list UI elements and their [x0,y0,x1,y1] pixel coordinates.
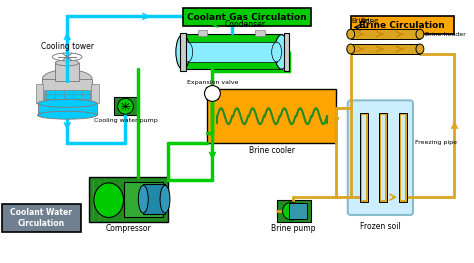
Text: Cooling water pump: Cooling water pump [93,118,157,123]
Bar [2,204,81,232]
Text: Condenser: Condenser [225,20,265,29]
Ellipse shape [274,35,289,69]
Ellipse shape [94,183,124,218]
Ellipse shape [37,111,97,119]
Bar [290,203,307,219]
Bar [183,34,282,69]
Bar [198,30,208,36]
Text: Brine: Brine [361,18,379,24]
Circle shape [283,202,301,220]
Bar [399,113,407,202]
Text: Brine Circulation: Brine Circulation [359,21,445,30]
Bar [401,115,405,200]
Ellipse shape [45,102,90,110]
Text: Expansion valve: Expansion valve [187,80,238,85]
Ellipse shape [160,185,170,213]
Text: Frozen soil: Frozen soil [360,222,401,231]
Bar [351,29,420,39]
Text: Brine pump: Brine pump [271,224,316,233]
Bar [180,33,186,71]
Text: Freezing pipe: Freezing pipe [415,140,457,145]
Text: Brine header: Brine header [425,32,465,37]
Bar [283,33,290,71]
FancyBboxPatch shape [348,100,413,215]
Bar [43,79,92,98]
Bar [37,103,97,115]
Bar [114,97,138,115]
Text: Coolant Gas Circulation: Coolant Gas Circulation [187,13,307,22]
Text: Brine cooler: Brine cooler [249,146,295,155]
Text: Brine: Brine [351,18,370,24]
Bar [351,44,420,54]
Text: Compressor: Compressor [106,224,151,233]
Ellipse shape [52,53,82,61]
Bar [89,178,168,222]
Ellipse shape [176,35,190,69]
Ellipse shape [416,44,424,54]
Bar [360,113,367,202]
Ellipse shape [183,42,192,62]
Bar [255,30,265,36]
Bar [188,42,277,62]
Bar [208,89,336,143]
Ellipse shape [347,29,355,39]
Circle shape [118,98,133,114]
Bar [124,182,163,217]
Bar [379,113,387,202]
Text: Cooling tower: Cooling tower [41,42,94,50]
Bar [91,84,99,103]
Bar [36,84,44,103]
Bar [45,90,90,106]
Ellipse shape [43,70,92,88]
Circle shape [204,85,220,101]
Ellipse shape [347,44,355,54]
Bar [351,16,455,34]
Bar [362,115,365,200]
Ellipse shape [138,185,148,213]
Bar [277,200,311,222]
Bar [143,184,165,214]
Bar [382,115,385,200]
Ellipse shape [37,99,97,107]
Bar [183,8,311,26]
Text: Coolant Water
Circulation: Coolant Water Circulation [10,208,73,228]
Ellipse shape [272,42,282,62]
Ellipse shape [55,60,79,66]
Bar [55,63,79,81]
Ellipse shape [416,29,424,39]
